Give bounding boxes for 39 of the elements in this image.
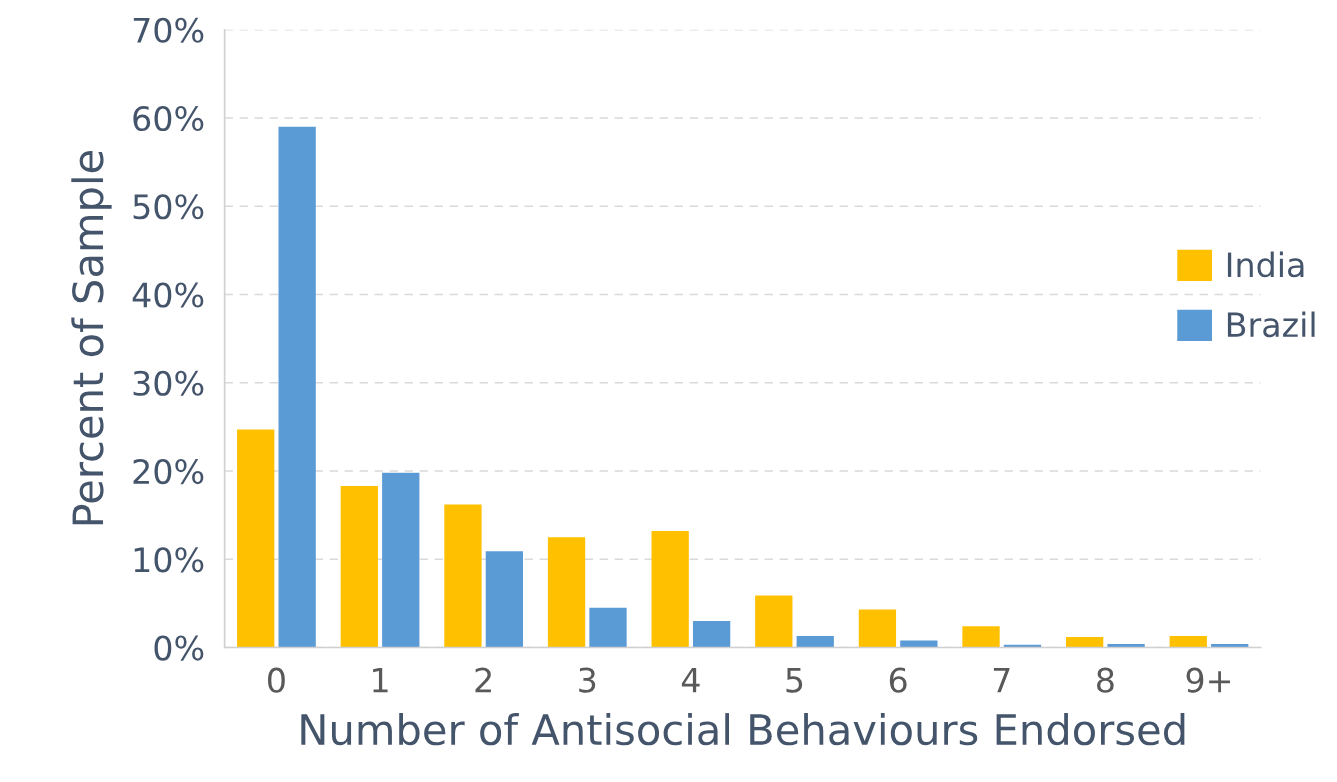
y-tick-label: 70% [133, 17, 204, 43]
x-tick-label: 2 [475, 667, 491, 693]
bar [547, 537, 586, 648]
x-tick-label: 4 [681, 667, 700, 693]
x-tick-label: 1 [373, 667, 388, 693]
bar [962, 626, 1000, 648]
y-tick-label: 60% [133, 105, 204, 132]
bar [485, 551, 524, 648]
x-axis-title: Number of Antisocial Behaviours Endorsed [301, 713, 1185, 746]
y-tick-label: 10% [134, 547, 204, 573]
y-tick-label: 20% [133, 458, 204, 485]
bar [1169, 636, 1207, 648]
x-tick-label: 8 [1097, 667, 1114, 693]
bar [796, 636, 834, 648]
x-tick-label: 6 [889, 667, 907, 693]
bar [589, 607, 627, 648]
y-axis-title: Percent of Sample [71, 151, 112, 525]
bar [651, 531, 689, 648]
legend-label: Brazil [1227, 311, 1315, 338]
bar [340, 485, 378, 648]
y-tick-label: 30% [133, 370, 204, 396]
y-tick-label: 40% [132, 282, 204, 308]
bar [900, 640, 938, 648]
bar [278, 126, 316, 648]
x-tick-label: 0 [268, 667, 285, 693]
y-tick-label: 50% [133, 194, 204, 220]
bar [692, 621, 731, 648]
bar [237, 429, 275, 648]
x-tick-label: 9+ [1186, 667, 1231, 693]
bar [755, 595, 793, 648]
bar [858, 609, 897, 648]
bar [444, 504, 482, 648]
bar [382, 472, 420, 648]
x-tick-label: 7 [993, 667, 1010, 693]
y-tick-label: 0% [154, 635, 204, 661]
x-tick-label: 5 [786, 667, 803, 693]
bar [1065, 636, 1104, 648]
legend-label: India [1227, 251, 1304, 278]
x-tick-label: 3 [579, 667, 596, 693]
